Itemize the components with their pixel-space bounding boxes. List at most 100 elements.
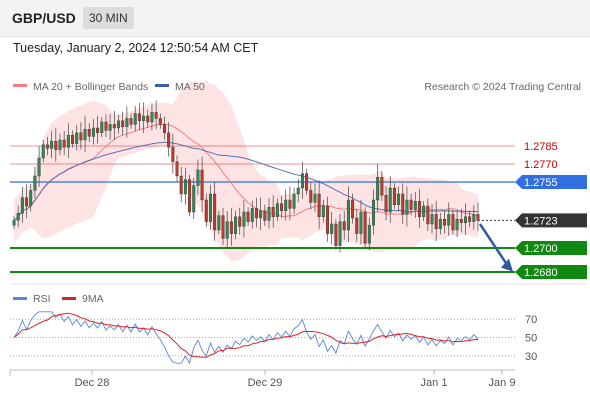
candle	[96, 116, 100, 144]
candle-body	[171, 146, 175, 162]
candle-body	[142, 115, 146, 121]
candle-body	[112, 124, 116, 129]
rsi-line	[13, 311, 479, 365]
candle	[100, 117, 104, 138]
candle-body	[58, 139, 62, 150]
candle	[221, 207, 225, 246]
ma20-legend-swatch	[13, 84, 27, 87]
candle-body	[292, 193, 296, 209]
candle	[422, 201, 426, 222]
time-tick-label: Dec 29	[248, 377, 283, 389]
candle-body	[221, 215, 225, 239]
pivot-label-2: 1.2755	[524, 177, 558, 189]
rsi-ma-legend-swatch	[62, 297, 76, 300]
candle	[250, 200, 254, 229]
candle	[413, 192, 417, 218]
candle-body	[175, 161, 179, 177]
candle-body	[62, 139, 66, 148]
candle-body	[133, 113, 137, 125]
candle-body	[121, 120, 125, 128]
candle-body	[79, 132, 83, 141]
candle	[117, 114, 120, 134]
candle-body	[305, 173, 309, 191]
candle-body	[413, 200, 417, 210]
time-tick-label: Dec 28	[75, 377, 110, 389]
candle-body	[20, 197, 24, 214]
candle	[217, 210, 221, 235]
support-tag-5	[515, 265, 587, 279]
candle-body	[280, 203, 284, 212]
candle-body	[455, 218, 459, 231]
candle-body	[355, 217, 359, 234]
candle	[208, 184, 212, 230]
candle-body	[204, 199, 208, 222]
candle-body	[137, 113, 141, 121]
candle-body	[346, 199, 350, 231]
candle-body	[376, 176, 380, 201]
candle-body	[238, 216, 242, 227]
candle-body	[392, 187, 396, 205]
candle	[305, 168, 309, 195]
candle	[472, 205, 476, 230]
candle	[296, 178, 300, 203]
candle	[409, 193, 413, 216]
bollinger-band	[14, 80, 478, 262]
candle-body	[463, 216, 467, 224]
candle	[443, 210, 447, 234]
candle	[129, 113, 133, 129]
current-label-3: 1.2723	[524, 215, 558, 227]
candle	[41, 140, 45, 163]
candle	[142, 102, 146, 133]
candle-body	[167, 132, 171, 148]
candle-body	[288, 199, 292, 209]
candle	[284, 189, 288, 221]
candle-body	[363, 211, 367, 244]
candle-body	[284, 199, 288, 212]
candle-body	[71, 134, 75, 144]
candle	[330, 212, 334, 245]
candle-body	[459, 218, 463, 223]
candle	[167, 122, 171, 157]
ma50-legend-swatch	[155, 84, 169, 87]
candle	[183, 167, 187, 205]
candle	[380, 170, 384, 201]
rsi-legend-swatch	[13, 297, 27, 300]
candle-body	[313, 193, 317, 203]
candle-body	[468, 216, 472, 222]
candle-body	[300, 173, 304, 189]
candle	[459, 208, 463, 233]
candle	[79, 122, 83, 150]
candle	[175, 155, 179, 182]
candle	[225, 211, 229, 248]
candle-body	[250, 208, 254, 222]
candle-body	[309, 190, 313, 203]
candle-body	[87, 128, 91, 137]
candle-body	[380, 176, 384, 196]
candle-body	[183, 179, 187, 195]
candle	[376, 163, 380, 213]
candle	[154, 100, 158, 130]
rsi-level-label: 50	[525, 333, 537, 345]
candle	[355, 208, 359, 242]
candle	[313, 183, 317, 212]
candle	[346, 186, 350, 243]
timeframe-button[interactable]: 30 MIN	[83, 7, 134, 29]
candle-body	[426, 205, 430, 225]
candle	[108, 113, 112, 140]
candle-body	[405, 199, 409, 215]
candle-body	[192, 185, 196, 213]
ma50-legend-label: MA 50	[175, 81, 205, 93]
candle-body	[150, 112, 154, 123]
candle	[271, 195, 275, 228]
candle-body	[267, 206, 271, 221]
candle-body	[16, 212, 20, 221]
support-label-5: 1.2680	[524, 267, 558, 279]
candle	[401, 183, 405, 224]
candle-body	[100, 121, 104, 134]
candle-body	[326, 205, 329, 234]
rsi-ma-legend-label: 9MA	[82, 293, 104, 305]
candle-body	[75, 132, 79, 144]
resistance-label-1: 1.2770	[524, 159, 558, 171]
candle-body	[296, 187, 300, 195]
candle	[179, 166, 183, 203]
